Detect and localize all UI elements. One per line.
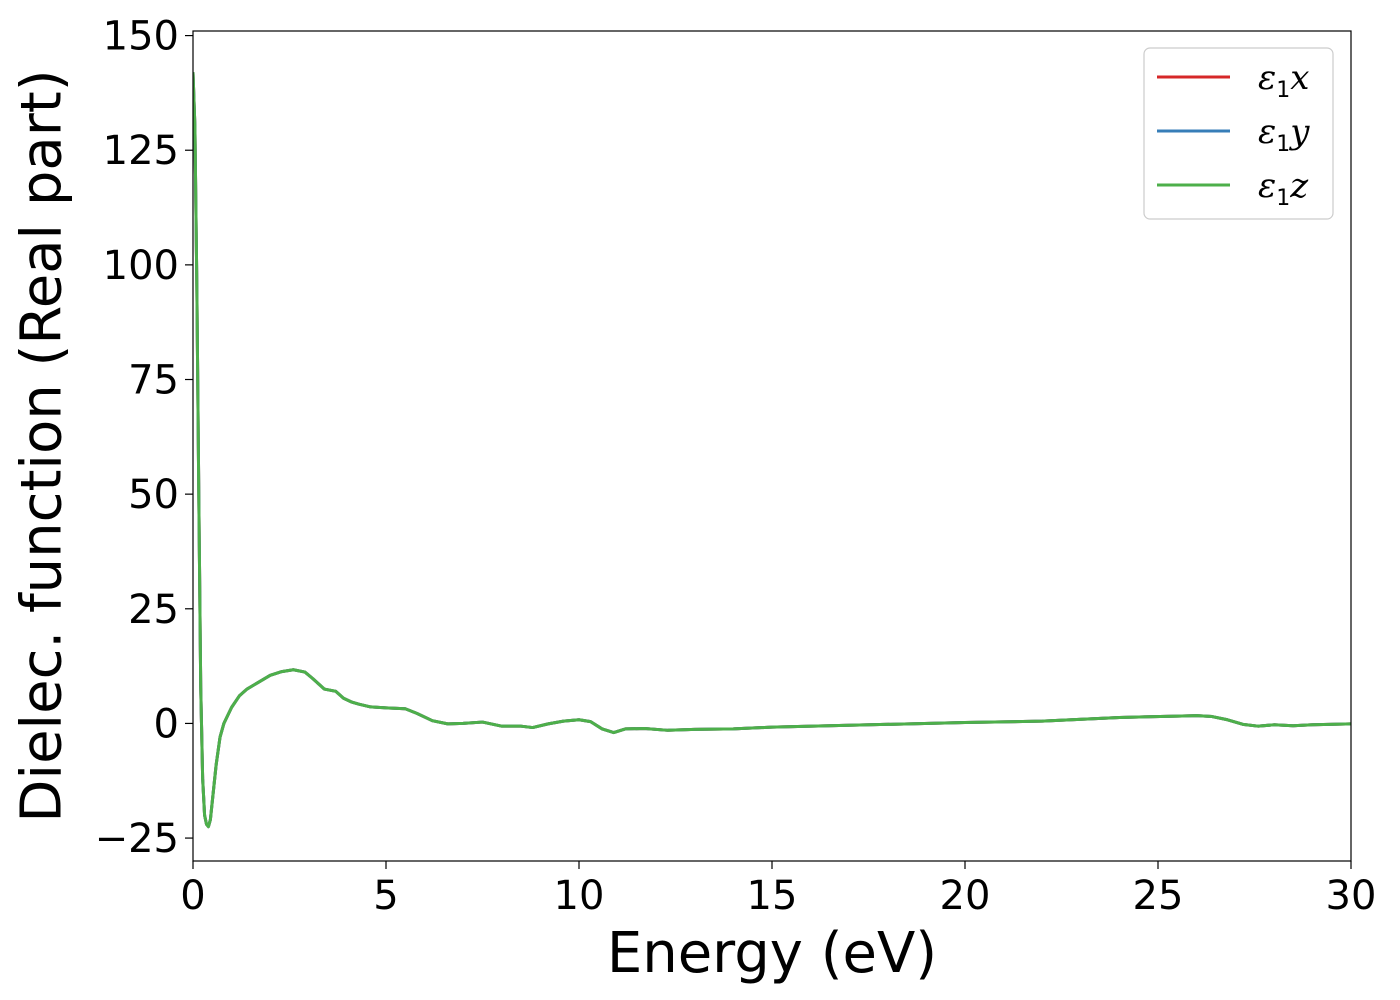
legend: ε1x ε1y ε1z [1143, 47, 1334, 220]
x-axis-ticks: 0 5 10 15 20 25 30 [180, 861, 1376, 919]
y-tick-label: 25 [128, 587, 179, 633]
y-tick-label: 150 [103, 14, 179, 60]
legend-label-y: ε1y [1258, 112, 1310, 157]
x-axis-title: Energy (eV) [607, 921, 937, 986]
legend-box [1143, 47, 1334, 220]
x-tick-label: 5 [373, 873, 398, 919]
y-axis-title: Dielec. function (Real part) [10, 69, 75, 822]
y-tick-label: 75 [128, 358, 179, 404]
y-tick-label: 0 [154, 701, 179, 747]
x-tick-label: 30 [1326, 873, 1377, 919]
legend-label-x: ε1x [1258, 58, 1309, 103]
y-tick-label: 50 [128, 472, 179, 518]
legend-label-z: ε1z [1258, 166, 1309, 211]
x-tick-label: 10 [554, 873, 605, 919]
x-tick-label: 0 [180, 873, 205, 919]
x-tick-label: 15 [747, 873, 798, 919]
x-tick-label: 25 [1133, 873, 1184, 919]
y-axis-ticks: −25 0 25 50 75 100 125 150 [95, 14, 193, 862]
x-tick-label: 20 [940, 873, 991, 919]
y-tick-label: −25 [95, 816, 179, 862]
y-tick-label: 100 [103, 243, 179, 289]
y-tick-label: 125 [103, 128, 179, 174]
series-layer [193, 72, 1351, 829]
series-line-z [193, 72, 1351, 829]
